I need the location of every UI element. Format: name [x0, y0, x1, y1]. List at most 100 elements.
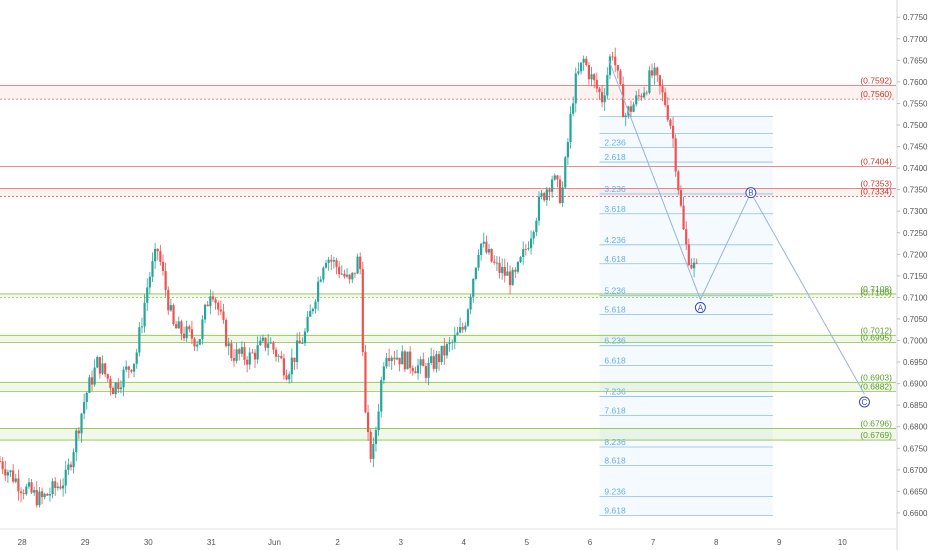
candle-body — [501, 267, 504, 273]
candle-body — [498, 262, 501, 273]
y-tick-label: 0.6650 — [903, 487, 928, 496]
candle-body — [232, 358, 236, 361]
candle-body — [101, 363, 104, 374]
x-tick-label: 6 — [588, 538, 593, 547]
candle-body — [414, 371, 417, 374]
candle-body — [593, 74, 596, 81]
candle-body — [685, 229, 688, 245]
candle-body — [14, 478, 17, 482]
candle-body — [253, 352, 257, 360]
candle-body — [643, 92, 646, 98]
candle-body — [230, 343, 233, 359]
candle-body — [682, 205, 685, 230]
candle-body — [545, 189, 548, 201]
candle-body — [608, 56, 612, 76]
candle-body — [185, 326, 188, 339]
wave-label-circle — [858, 396, 870, 408]
candle-body — [40, 491, 44, 498]
wave-projection-layer: A B C — [608, 60, 870, 408]
candle-body — [403, 351, 406, 370]
candle-body — [243, 347, 246, 360]
candle-body — [12, 470, 15, 482]
candle-body — [430, 356, 433, 363]
candle-body — [532, 231, 535, 239]
candle-body — [540, 193, 543, 197]
y-tick-label: 0.7150 — [903, 272, 928, 281]
candle-body — [582, 58, 585, 63]
candle-body — [319, 279, 322, 282]
candle-body — [458, 327, 462, 333]
candle-body — [390, 357, 393, 362]
candle-body — [566, 142, 569, 158]
candle-body — [48, 494, 52, 496]
candle-body — [598, 88, 601, 93]
candle-body — [175, 324, 178, 329]
fib-label: 3.236 — [604, 184, 626, 194]
candle-body — [182, 333, 186, 339]
y-tick-label: 0.7350 — [903, 186, 928, 195]
candle-body — [650, 70, 654, 76]
candle-body — [264, 337, 267, 348]
candle-body — [637, 95, 640, 97]
candle-body — [161, 261, 165, 271]
y-tick-label: 0.7300 — [903, 207, 928, 216]
candle-body — [487, 248, 491, 253]
candle-body — [629, 106, 633, 112]
candle-body — [364, 352, 367, 413]
candle-body — [306, 316, 309, 332]
candle-body — [361, 269, 364, 353]
candle-body — [437, 354, 441, 363]
candle-body — [106, 374, 109, 379]
candle-body — [75, 430, 78, 453]
candle-body — [537, 196, 541, 221]
resistance-zone — [0, 85, 896, 100]
x-tick-label: 9 — [777, 538, 782, 547]
candle-body — [146, 287, 149, 303]
y-tick-label: 0.7200 — [903, 250, 928, 259]
candle-body — [51, 481, 54, 495]
candle-body — [27, 482, 31, 487]
candle-body — [203, 304, 207, 320]
fib-label: 6.236 — [604, 336, 626, 346]
candle-body — [46, 493, 49, 496]
candle-body — [514, 269, 517, 272]
candle-body — [35, 490, 38, 506]
candle-body — [111, 387, 115, 395]
candle-body — [109, 378, 112, 388]
level-label: (0.7334) — [860, 187, 892, 197]
candle-body — [256, 345, 259, 360]
candle-body — [416, 365, 420, 374]
level-label: (0.6796) — [860, 418, 892, 428]
candle-body — [143, 302, 146, 327]
candle-body — [225, 319, 228, 347]
level-label: (0.7012) — [860, 325, 892, 335]
candle-body — [148, 276, 151, 288]
candle-body — [167, 289, 170, 311]
candle-body — [411, 367, 414, 372]
candle-body — [122, 369, 125, 388]
candle-body — [201, 319, 204, 340]
candle-body — [543, 193, 546, 201]
x-tick-label: 2 — [335, 538, 340, 547]
candle-body — [83, 401, 86, 414]
candle-body — [332, 260, 335, 262]
candle-body — [671, 125, 675, 139]
levels-layer: (0.7592) (0.7560) (0.7404) (0.7353)(0.7334)… — [0, 75, 896, 441]
candle-body — [219, 309, 222, 312]
candle-body — [353, 272, 357, 274]
candle-body — [664, 92, 667, 106]
fib-label: 2.618 — [604, 152, 626, 162]
candle-body — [282, 358, 286, 376]
candle-body — [522, 249, 525, 258]
x-tick-label: 31 — [207, 538, 216, 547]
candle-body — [548, 189, 551, 192]
candle-body — [388, 357, 391, 362]
candle-body — [472, 278, 475, 297]
candle-body — [290, 357, 293, 375]
candle-body — [340, 273, 343, 275]
candle-body — [556, 175, 559, 180]
x-tick-label: 29 — [81, 538, 90, 547]
level-label: (0.6769) — [860, 430, 892, 440]
wave-path — [608, 60, 865, 395]
